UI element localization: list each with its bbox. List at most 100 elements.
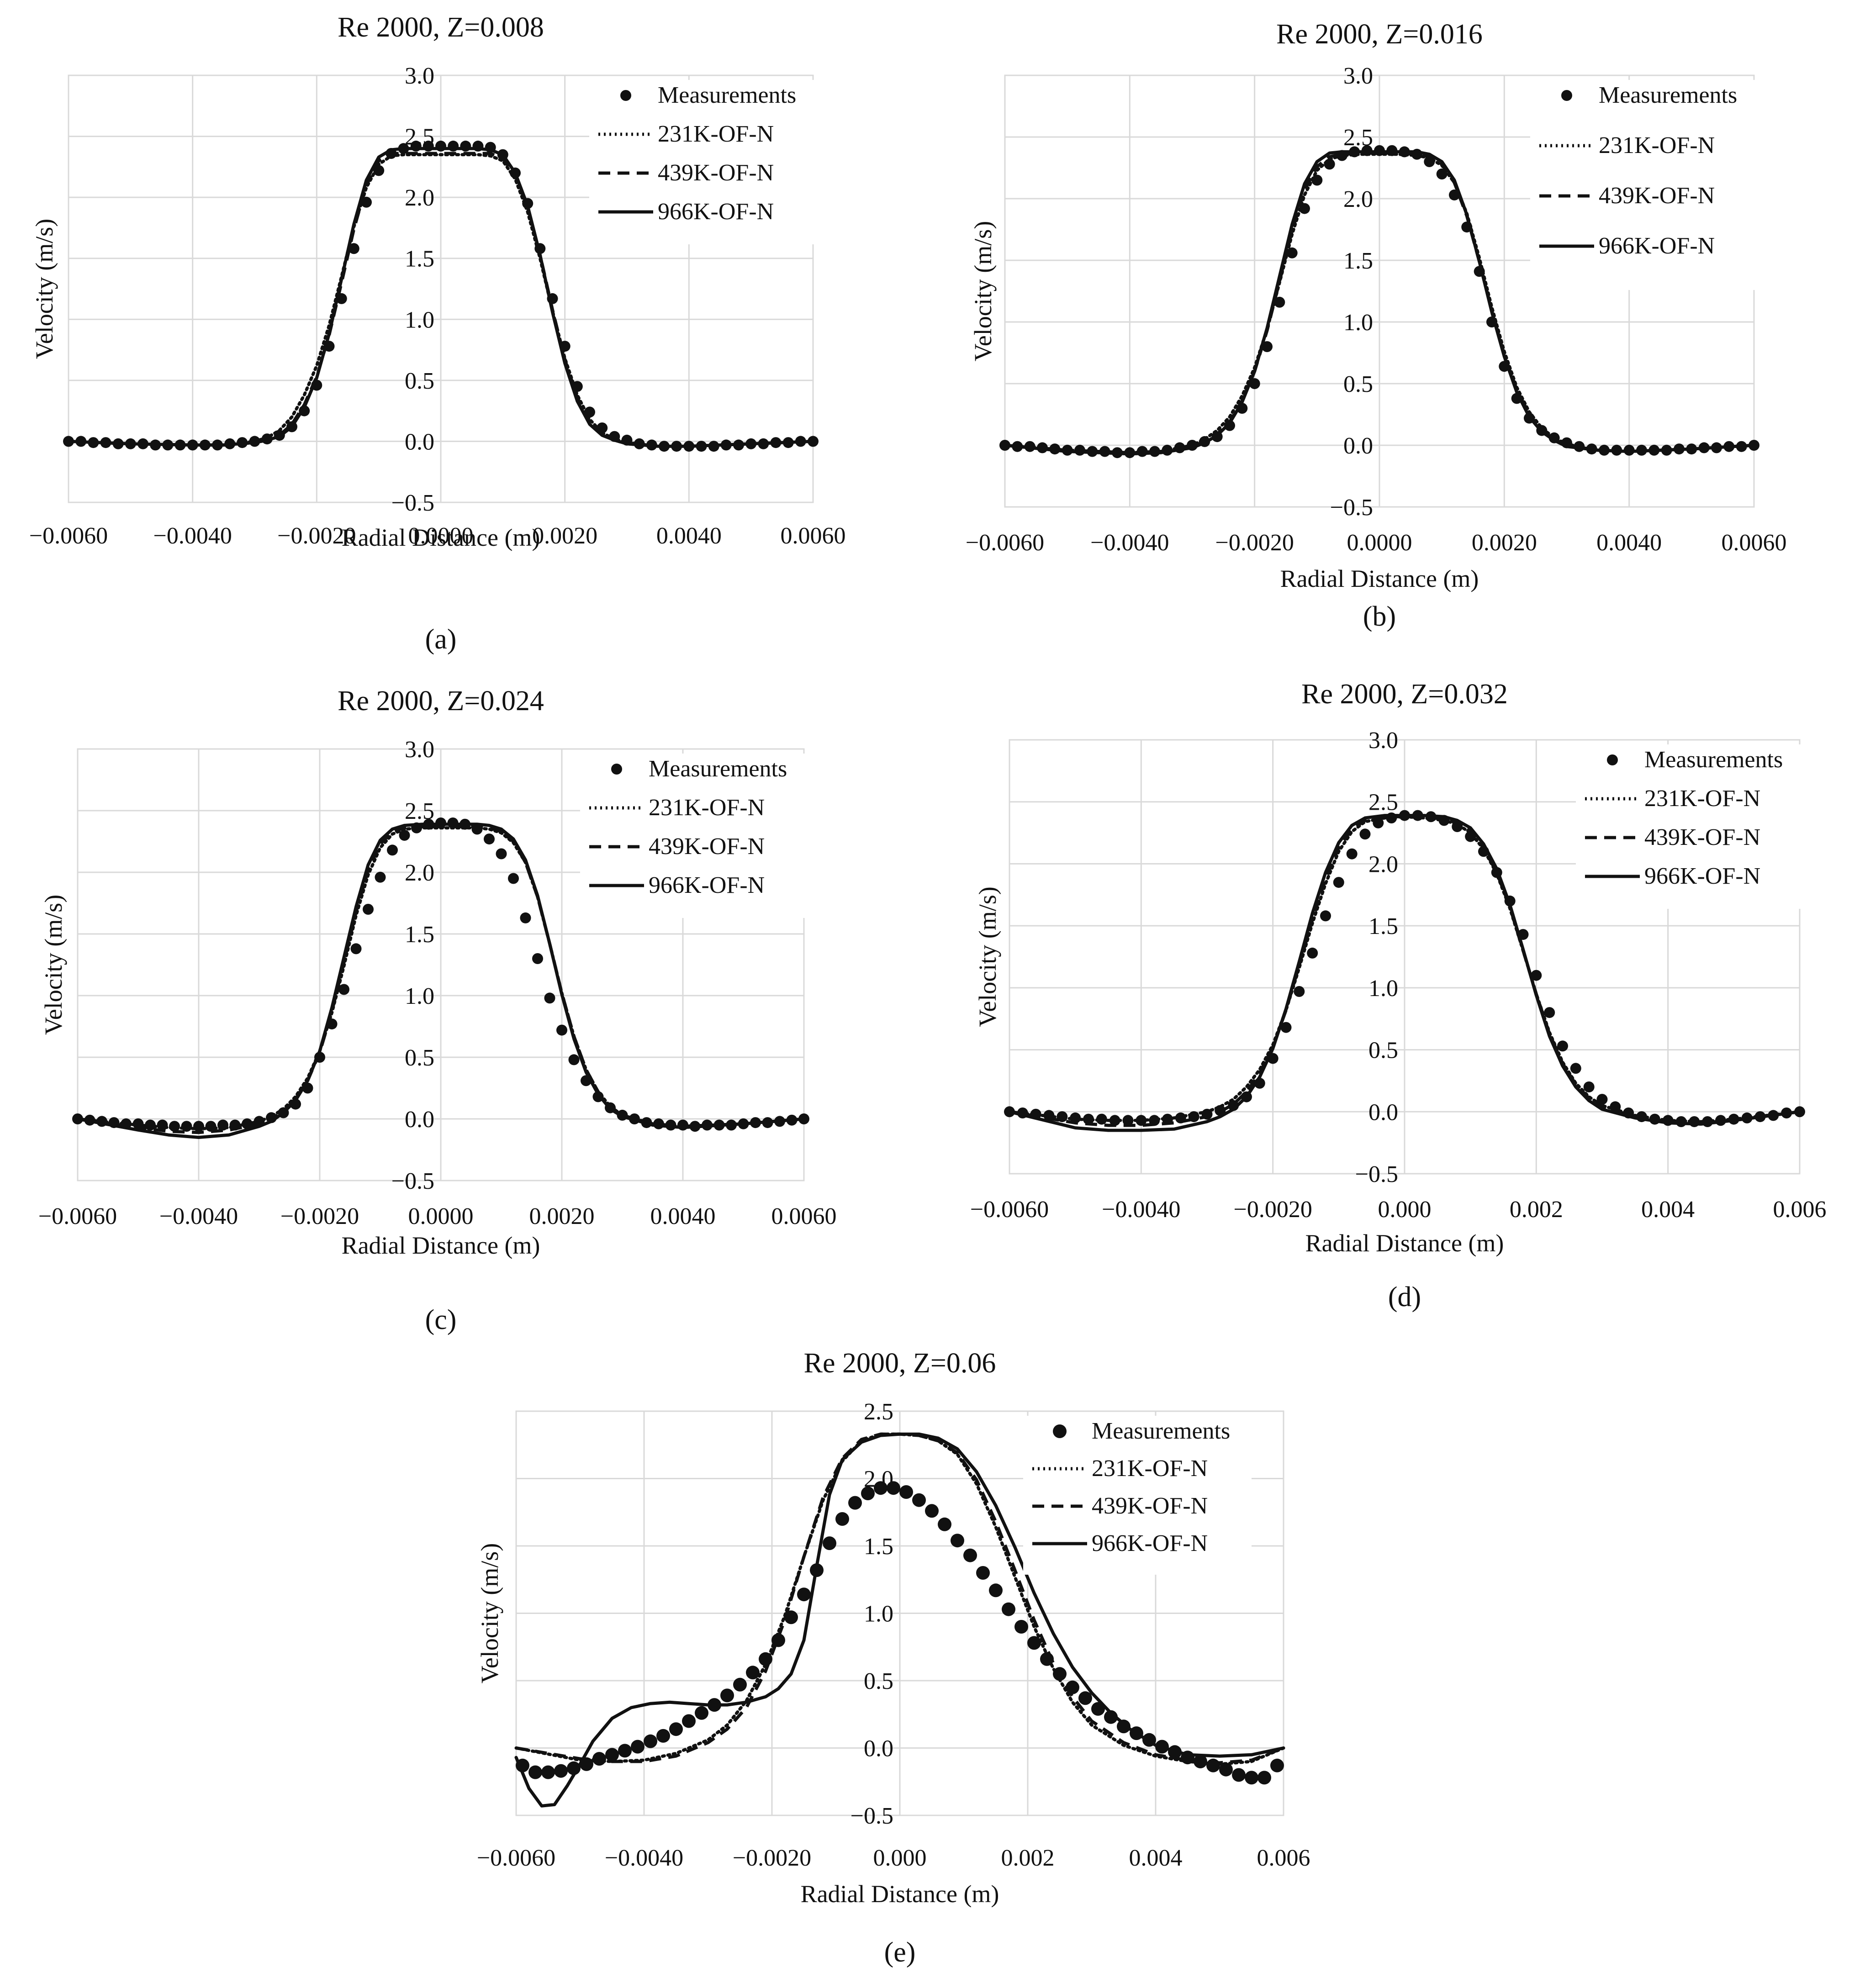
measurement-point	[1486, 316, 1497, 327]
measurement-point	[311, 380, 322, 391]
measurement-point	[1702, 1116, 1713, 1127]
measurement-point	[485, 142, 496, 153]
measurement-point	[592, 1091, 604, 1102]
measurement-point	[1181, 1751, 1194, 1765]
legend-background	[1576, 744, 1804, 909]
measurement-point	[1219, 1762, 1233, 1777]
y-axis-label: Velocity (m/s)	[969, 221, 997, 361]
measurement-point	[1611, 444, 1622, 456]
measurement-point	[1425, 811, 1437, 823]
measurement-point	[510, 167, 521, 179]
y-tick-label: 2.0	[1368, 851, 1398, 877]
measurement-point	[361, 196, 372, 208]
measurement-point	[1188, 1111, 1199, 1123]
measurement-point	[1474, 266, 1485, 277]
measurement-point	[848, 1496, 862, 1510]
x-tick-label: 0.006	[1257, 1845, 1310, 1871]
measurement-point	[302, 1082, 313, 1094]
measurement-point	[1175, 1112, 1186, 1123]
measurement-point	[1504, 895, 1516, 907]
measurement-point	[999, 440, 1010, 451]
measurement-point	[1399, 146, 1410, 158]
measurement-point	[1040, 1652, 1054, 1666]
measurement-point	[1424, 156, 1435, 167]
measurement-point	[338, 984, 349, 995]
measurement-point	[1583, 1081, 1595, 1092]
measurement-point	[224, 438, 236, 449]
measurement-point	[1070, 1112, 1081, 1123]
y-tick-label: 1.0	[1368, 976, 1398, 1002]
measurement-point	[798, 1113, 809, 1124]
measurement-point	[1561, 437, 1572, 448]
measurement-point	[323, 341, 335, 352]
legend: Measurements 231K-OF-N 439K-OF-N 966K-OF-N	[1576, 744, 1804, 909]
measurement-point	[1438, 815, 1450, 826]
x-tick-label: −0.0040	[159, 1203, 238, 1229]
measurement-point	[261, 433, 273, 445]
measurement-point	[1436, 169, 1448, 179]
measurement-point	[1249, 378, 1260, 389]
x-tick-label: 0.0000	[408, 523, 474, 549]
measurement-point	[88, 437, 99, 448]
measurement-point	[1078, 1691, 1092, 1705]
measurement-point	[1674, 443, 1685, 455]
measurement-point	[713, 1119, 725, 1131]
chart-panel-3: −0.50.00.51.01.52.02.53.0−0.0060 −0.0040−…	[38, 686, 837, 1335]
measurement-point	[520, 912, 531, 923]
measurement-point	[137, 438, 148, 449]
x-tick-label: 0.0060	[781, 523, 846, 549]
y-tick-label: 2.5	[864, 1399, 893, 1425]
measurement-point	[187, 439, 198, 451]
measurement-point	[584, 406, 595, 418]
measurement-point	[629, 1113, 640, 1124]
measurement-point	[1636, 1111, 1647, 1123]
measurement-point	[1211, 431, 1223, 443]
legend-label: 439K-OF-N	[1644, 824, 1760, 850]
y-tick-label: 1.5	[1343, 248, 1373, 274]
measurement-point	[386, 148, 397, 159]
legend: Measurements 231K-OF-N 439K-OF-N 966K-OF-N	[580, 754, 808, 918]
measurement-point	[1524, 412, 1535, 424]
measurement-point	[274, 430, 285, 441]
y-tick-label: 3.0	[1368, 728, 1398, 754]
measurement-point	[1136, 446, 1148, 457]
measurement-point	[229, 1119, 241, 1131]
measurement-point	[618, 1744, 632, 1758]
measurement-point	[96, 1116, 107, 1127]
measurement-point	[653, 1118, 664, 1129]
y-tick-label: 1.5	[405, 922, 434, 948]
y-tick-label: 0.5	[1368, 1038, 1398, 1064]
measurement-point	[169, 1121, 180, 1132]
measurement-point	[1155, 1740, 1169, 1754]
y-tick-label: 1.5	[1368, 913, 1398, 939]
measurement-point	[121, 1118, 132, 1129]
panel-caption: (b)	[1363, 601, 1396, 632]
measurement-point	[1781, 1107, 1792, 1118]
measurement-point	[689, 1121, 701, 1132]
measurement-point	[733, 439, 744, 451]
y-tick-label: 1.0	[405, 983, 434, 1009]
measurement-point	[1004, 1106, 1015, 1118]
measurement-point	[423, 140, 434, 152]
measurement-point	[1449, 189, 1460, 200]
measurement-point	[75, 436, 87, 447]
measurement-point	[1359, 828, 1371, 840]
x-tick-label: 0.0000	[408, 1203, 474, 1229]
measurement-point	[1623, 1107, 1634, 1118]
legend-label: Measurements	[658, 82, 796, 108]
y-tick-label: 3.0	[1343, 63, 1373, 89]
measurement-point	[567, 1761, 581, 1775]
measurement-point	[1130, 1726, 1143, 1740]
measurement-point	[1698, 442, 1710, 453]
measurement-point	[963, 1548, 977, 1562]
measurement-point	[708, 441, 719, 452]
y-tick-label: 0.0	[1368, 1099, 1398, 1125]
measurement-point	[665, 1119, 676, 1131]
measurement-point	[314, 1052, 325, 1063]
measurement-point	[656, 1729, 670, 1743]
measurement-point	[1201, 1108, 1213, 1120]
measurement-point	[634, 438, 645, 449]
measurement-point	[460, 140, 471, 152]
measurement-point	[644, 1734, 657, 1748]
measurement-point	[528, 1765, 542, 1779]
